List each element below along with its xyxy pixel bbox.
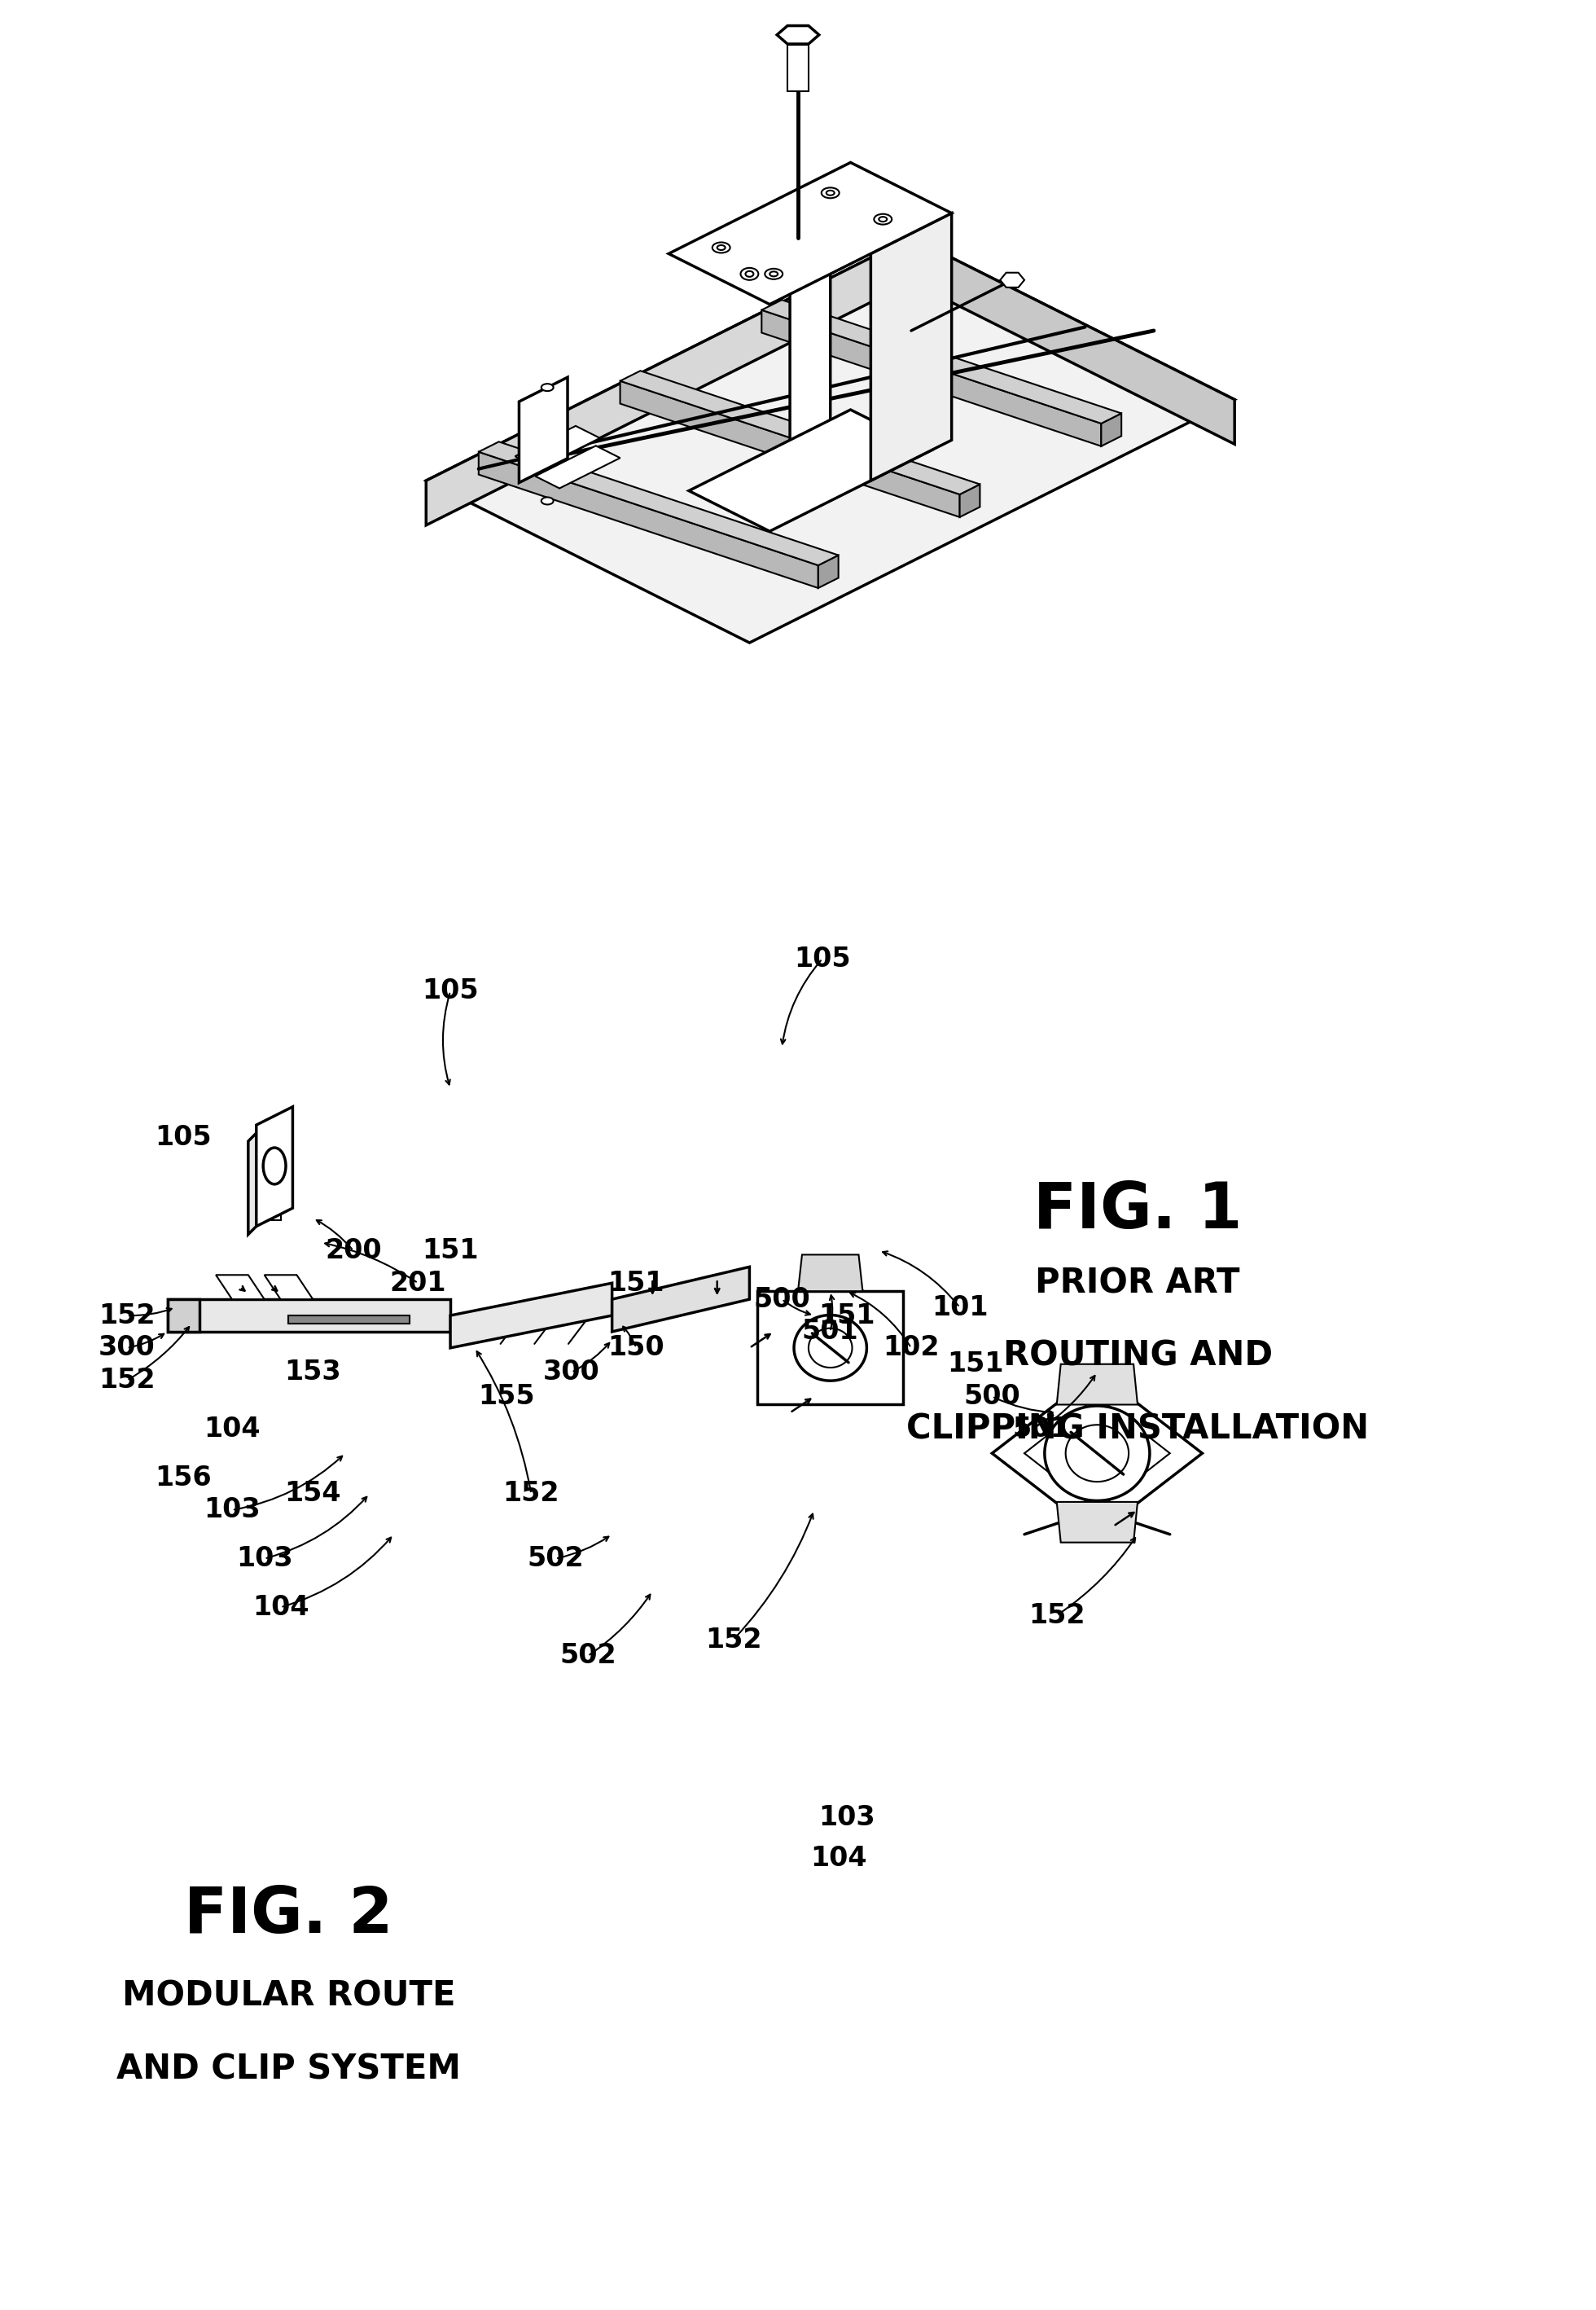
Polygon shape xyxy=(787,44,809,92)
Text: 501: 501 xyxy=(1012,1416,1069,1441)
Ellipse shape xyxy=(541,383,554,390)
Text: 154: 154 xyxy=(284,1481,342,1506)
Text: 151: 151 xyxy=(819,1303,875,1328)
Text: 105: 105 xyxy=(793,945,851,973)
Polygon shape xyxy=(519,377,568,483)
Text: 501: 501 xyxy=(803,1319,859,1344)
Text: 104: 104 xyxy=(811,1846,867,1871)
Text: AND CLIP SYSTEM: AND CLIP SYSTEM xyxy=(117,2051,461,2086)
Text: 103: 103 xyxy=(204,1497,260,1525)
Polygon shape xyxy=(289,1314,410,1324)
Polygon shape xyxy=(426,238,911,524)
Text: ROUTING AND: ROUTING AND xyxy=(1002,1340,1272,1372)
Text: 152: 152 xyxy=(99,1303,155,1328)
Polygon shape xyxy=(611,1266,750,1331)
Text: 152: 152 xyxy=(1028,1601,1085,1629)
Ellipse shape xyxy=(741,268,758,280)
Polygon shape xyxy=(809,1328,852,1368)
Text: 153: 153 xyxy=(284,1358,342,1386)
Polygon shape xyxy=(1025,1398,1170,1511)
Polygon shape xyxy=(871,213,951,480)
Text: 156: 156 xyxy=(155,1465,212,1490)
Text: 500: 500 xyxy=(964,1384,1020,1409)
Polygon shape xyxy=(1066,1425,1128,1481)
Polygon shape xyxy=(911,238,1235,444)
Polygon shape xyxy=(761,310,1101,446)
Polygon shape xyxy=(168,1298,450,1331)
Text: 150: 150 xyxy=(608,1335,664,1361)
Text: 152: 152 xyxy=(503,1481,560,1506)
Polygon shape xyxy=(819,554,838,589)
Polygon shape xyxy=(793,1314,867,1381)
Polygon shape xyxy=(479,453,819,589)
Polygon shape xyxy=(1057,1365,1138,1404)
Text: MODULAR ROUTE: MODULAR ROUTE xyxy=(121,1980,455,2014)
Polygon shape xyxy=(249,1134,257,1234)
Polygon shape xyxy=(758,1291,903,1404)
Text: PRIOR ART: PRIOR ART xyxy=(1036,1266,1240,1301)
Text: 103: 103 xyxy=(236,1545,292,1573)
Text: 151: 151 xyxy=(608,1270,664,1296)
Polygon shape xyxy=(689,409,932,531)
Text: 502: 502 xyxy=(560,1642,616,1670)
Polygon shape xyxy=(479,441,838,566)
Text: 102: 102 xyxy=(883,1335,940,1361)
Polygon shape xyxy=(1045,1407,1149,1502)
Text: FIG. 1: FIG. 1 xyxy=(1033,1178,1242,1240)
Polygon shape xyxy=(168,1298,200,1331)
Text: FIG. 2: FIG. 2 xyxy=(184,1885,393,1947)
Text: 151: 151 xyxy=(421,1238,479,1264)
Text: 502: 502 xyxy=(527,1545,584,1573)
Text: 300: 300 xyxy=(99,1335,155,1361)
Text: 105: 105 xyxy=(421,977,479,1005)
Polygon shape xyxy=(426,238,1235,642)
Polygon shape xyxy=(621,381,959,517)
Text: 155: 155 xyxy=(479,1384,535,1409)
Text: 200: 200 xyxy=(326,1238,381,1264)
Polygon shape xyxy=(450,1282,611,1349)
Polygon shape xyxy=(621,372,980,494)
Text: CLIPPING INSTALLATION: CLIPPING INSTALLATION xyxy=(907,1411,1369,1446)
Text: 152: 152 xyxy=(705,1626,761,1654)
Polygon shape xyxy=(798,1254,863,1291)
Text: 151: 151 xyxy=(948,1351,1004,1377)
Text: 105: 105 xyxy=(155,1123,212,1150)
Text: 104: 104 xyxy=(204,1416,260,1441)
Polygon shape xyxy=(1101,413,1122,446)
Text: 101: 101 xyxy=(932,1294,988,1321)
Text: 201: 201 xyxy=(389,1270,447,1296)
Text: 104: 104 xyxy=(252,1594,310,1622)
Polygon shape xyxy=(777,25,819,44)
Polygon shape xyxy=(257,1106,292,1227)
Polygon shape xyxy=(790,233,830,480)
Polygon shape xyxy=(215,1275,265,1298)
Polygon shape xyxy=(1001,273,1025,286)
Polygon shape xyxy=(265,1275,313,1298)
Polygon shape xyxy=(1057,1502,1138,1543)
Polygon shape xyxy=(993,1372,1202,1534)
Text: 300: 300 xyxy=(543,1358,600,1386)
Ellipse shape xyxy=(541,497,554,504)
Polygon shape xyxy=(535,446,621,487)
Text: 500: 500 xyxy=(753,1287,811,1312)
Polygon shape xyxy=(761,300,1122,423)
Text: 103: 103 xyxy=(819,1804,875,1832)
Polygon shape xyxy=(516,425,600,469)
Polygon shape xyxy=(959,485,980,517)
Text: 152: 152 xyxy=(99,1368,155,1393)
Polygon shape xyxy=(669,162,951,305)
